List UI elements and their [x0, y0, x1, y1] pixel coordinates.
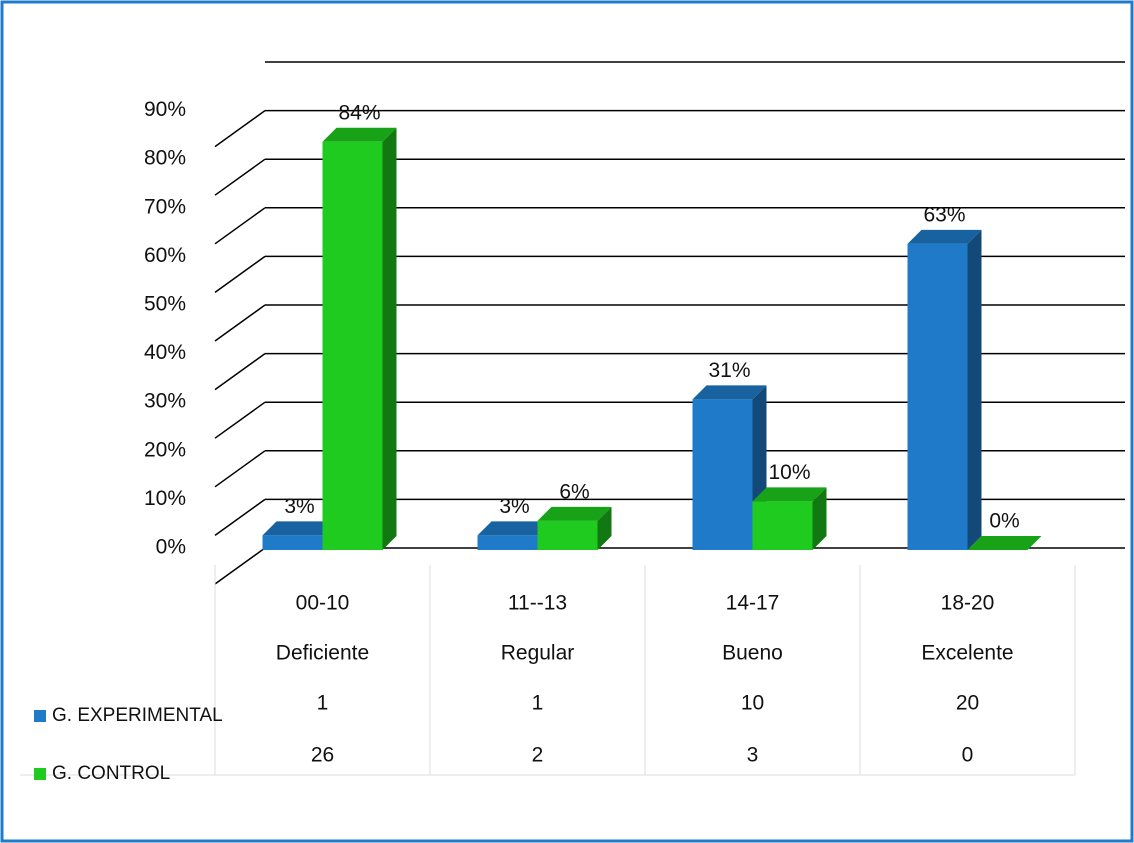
- table-cell: 0: [962, 744, 974, 767]
- value-label: 6%: [559, 480, 589, 503]
- table-cell: 1: [532, 692, 544, 715]
- bar-face: [908, 244, 968, 550]
- bar-face: [753, 501, 813, 550]
- y-tick-label: 40%: [144, 341, 186, 364]
- table-cell: 26: [311, 744, 334, 767]
- value-label: 3%: [499, 495, 529, 518]
- bar-face: [323, 142, 383, 550]
- bar-face: [478, 535, 538, 550]
- legend-swatch: [34, 710, 46, 722]
- y-tick-label: 90%: [144, 98, 186, 121]
- y-tick-label: 60%: [144, 244, 186, 267]
- y-tick-label: 0%: [156, 536, 186, 559]
- bar-face: [968, 230, 982, 550]
- table-cell: 20: [956, 692, 979, 715]
- y-tick-label: 70%: [144, 195, 186, 218]
- bar: [753, 487, 827, 550]
- value-label: 63%: [923, 203, 965, 226]
- y-tick-label: 10%: [144, 487, 186, 510]
- value-label: 0%: [989, 510, 1019, 533]
- x-tick-label: Regular: [501, 642, 575, 665]
- value-label: 10%: [768, 461, 810, 484]
- bar-face: [693, 399, 753, 550]
- x-tick-label: Deficiente: [276, 642, 369, 665]
- bar-face: [538, 521, 598, 550]
- legend-label: G. EXPERIMENTAL: [52, 705, 223, 726]
- y-tick-label: 50%: [144, 293, 186, 316]
- bar-face: [263, 535, 323, 550]
- x-tick-label: Bueno: [722, 642, 783, 665]
- x-tick-label: 14-17: [726, 592, 780, 615]
- bar: [323, 128, 397, 550]
- chart: 0%10%20%30%40%50%60%70%80%90%00-10Defici…: [0, 0, 1134, 843]
- table-cell: 3: [747, 744, 759, 767]
- table-cell: 2: [532, 744, 544, 767]
- value-label: 31%: [708, 359, 750, 382]
- table-cell: 1: [317, 692, 329, 715]
- value-label: 84%: [338, 101, 380, 124]
- y-tick-label: 30%: [144, 390, 186, 413]
- legend-label: G. CONTROL: [52, 763, 170, 784]
- table-cell: 10: [741, 692, 764, 715]
- bar: [538, 507, 612, 550]
- bar-face: [383, 128, 397, 550]
- x-tick-label: Excelente: [921, 642, 1013, 665]
- y-tick-label: 80%: [144, 147, 186, 170]
- bar: [908, 230, 982, 550]
- y-tick-label: 20%: [144, 438, 186, 461]
- legend-swatch: [34, 768, 46, 780]
- x-tick-label: 18-20: [941, 592, 995, 615]
- x-tick-label: 11--13: [508, 592, 567, 615]
- value-label: 3%: [284, 495, 314, 518]
- x-tick-label: 00-10: [296, 592, 350, 615]
